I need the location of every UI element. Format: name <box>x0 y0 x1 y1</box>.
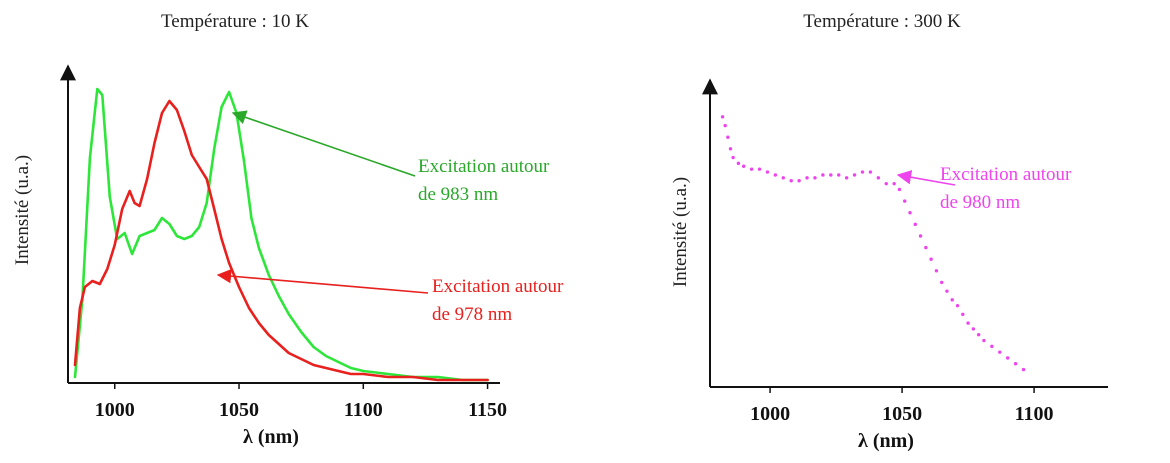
data-point <box>813 176 817 180</box>
chart-title: Température : 300 K <box>803 11 961 32</box>
annotation-text: Excitation autour <box>418 156 550 177</box>
chart-title: Température : 10 K <box>161 11 309 32</box>
data-point <box>852 173 857 177</box>
data-point <box>741 164 746 168</box>
annotation-text: Excitation autour <box>940 164 1072 185</box>
data-point <box>773 173 778 177</box>
y-axis-label: Intensité (u.a.) <box>12 155 33 265</box>
annotation-text: Excitation autour <box>432 276 564 297</box>
data-point <box>720 115 725 119</box>
x-axis-label: λ (nm) <box>858 430 914 452</box>
data-point <box>913 222 917 227</box>
y-axis-label: Intensité (u.a.) <box>670 177 691 287</box>
data-point <box>955 303 960 308</box>
data-point <box>961 312 965 317</box>
data-point <box>797 179 801 183</box>
data-point <box>998 350 1002 354</box>
data-point <box>844 176 849 180</box>
data-point <box>990 344 994 349</box>
data-point <box>903 199 907 203</box>
data-point <box>728 147 733 151</box>
data-point <box>1021 367 1026 372</box>
x-tick-label: 1100 <box>344 399 383 421</box>
x-tick-label: 1000 <box>750 403 790 425</box>
data-point <box>924 245 928 250</box>
data-point <box>982 338 986 343</box>
data-point <box>934 269 939 273</box>
data-point <box>805 176 809 180</box>
x-tick-label: 1000 <box>95 399 135 421</box>
data-point <box>976 333 981 337</box>
data-point <box>731 155 735 160</box>
series-line-green <box>73 87 489 382</box>
data-point <box>884 181 888 186</box>
data-point <box>918 234 923 238</box>
annotation-arrow <box>216 268 429 294</box>
chart-panel-2: Température : 300 K 1000 1050 1100 λ (nm) Int… <box>670 11 1108 452</box>
data-point <box>789 179 793 183</box>
data-point <box>908 211 912 215</box>
series-line-red <box>73 99 489 382</box>
data-point <box>821 173 825 177</box>
data-point <box>723 123 727 128</box>
data-point <box>929 257 933 261</box>
data-point <box>876 176 881 180</box>
data-point <box>736 161 741 166</box>
data-point <box>860 170 865 174</box>
data-point <box>765 170 770 174</box>
data-point <box>1005 356 1010 360</box>
data-point <box>829 173 833 177</box>
x-tick-label: 1050 <box>882 403 922 425</box>
data-point <box>868 170 873 174</box>
annotation-text: de 980 nm <box>940 192 1020 213</box>
data-point <box>950 298 954 302</box>
x-tick-label: 1100 <box>1015 403 1054 425</box>
data-point <box>892 181 896 186</box>
chart-panel-1: Température : 10 K 1000 1050 1100 1150 λ (nm)… <box>12 11 564 448</box>
data-point <box>897 187 902 192</box>
x-tick-label: 1150 <box>468 399 507 421</box>
data-point <box>945 289 949 293</box>
annotation-text: de 978 nm <box>432 304 512 325</box>
data-point <box>1013 362 1018 366</box>
data-point <box>971 327 976 331</box>
series-magenta <box>720 115 1026 372</box>
data-point <box>749 167 754 171</box>
data-point <box>781 176 785 180</box>
x-axis-label: λ (nm) <box>243 426 299 448</box>
data-point <box>966 321 970 325</box>
annotation-arrow <box>896 170 956 186</box>
data-point <box>837 173 841 177</box>
annotation-arrow <box>231 110 416 177</box>
data-point <box>757 167 762 171</box>
data-point <box>939 280 944 285</box>
annotation-text: de 983 nm <box>418 184 498 205</box>
data-point <box>726 135 730 139</box>
x-tick-label: 1050 <box>219 399 259 421</box>
